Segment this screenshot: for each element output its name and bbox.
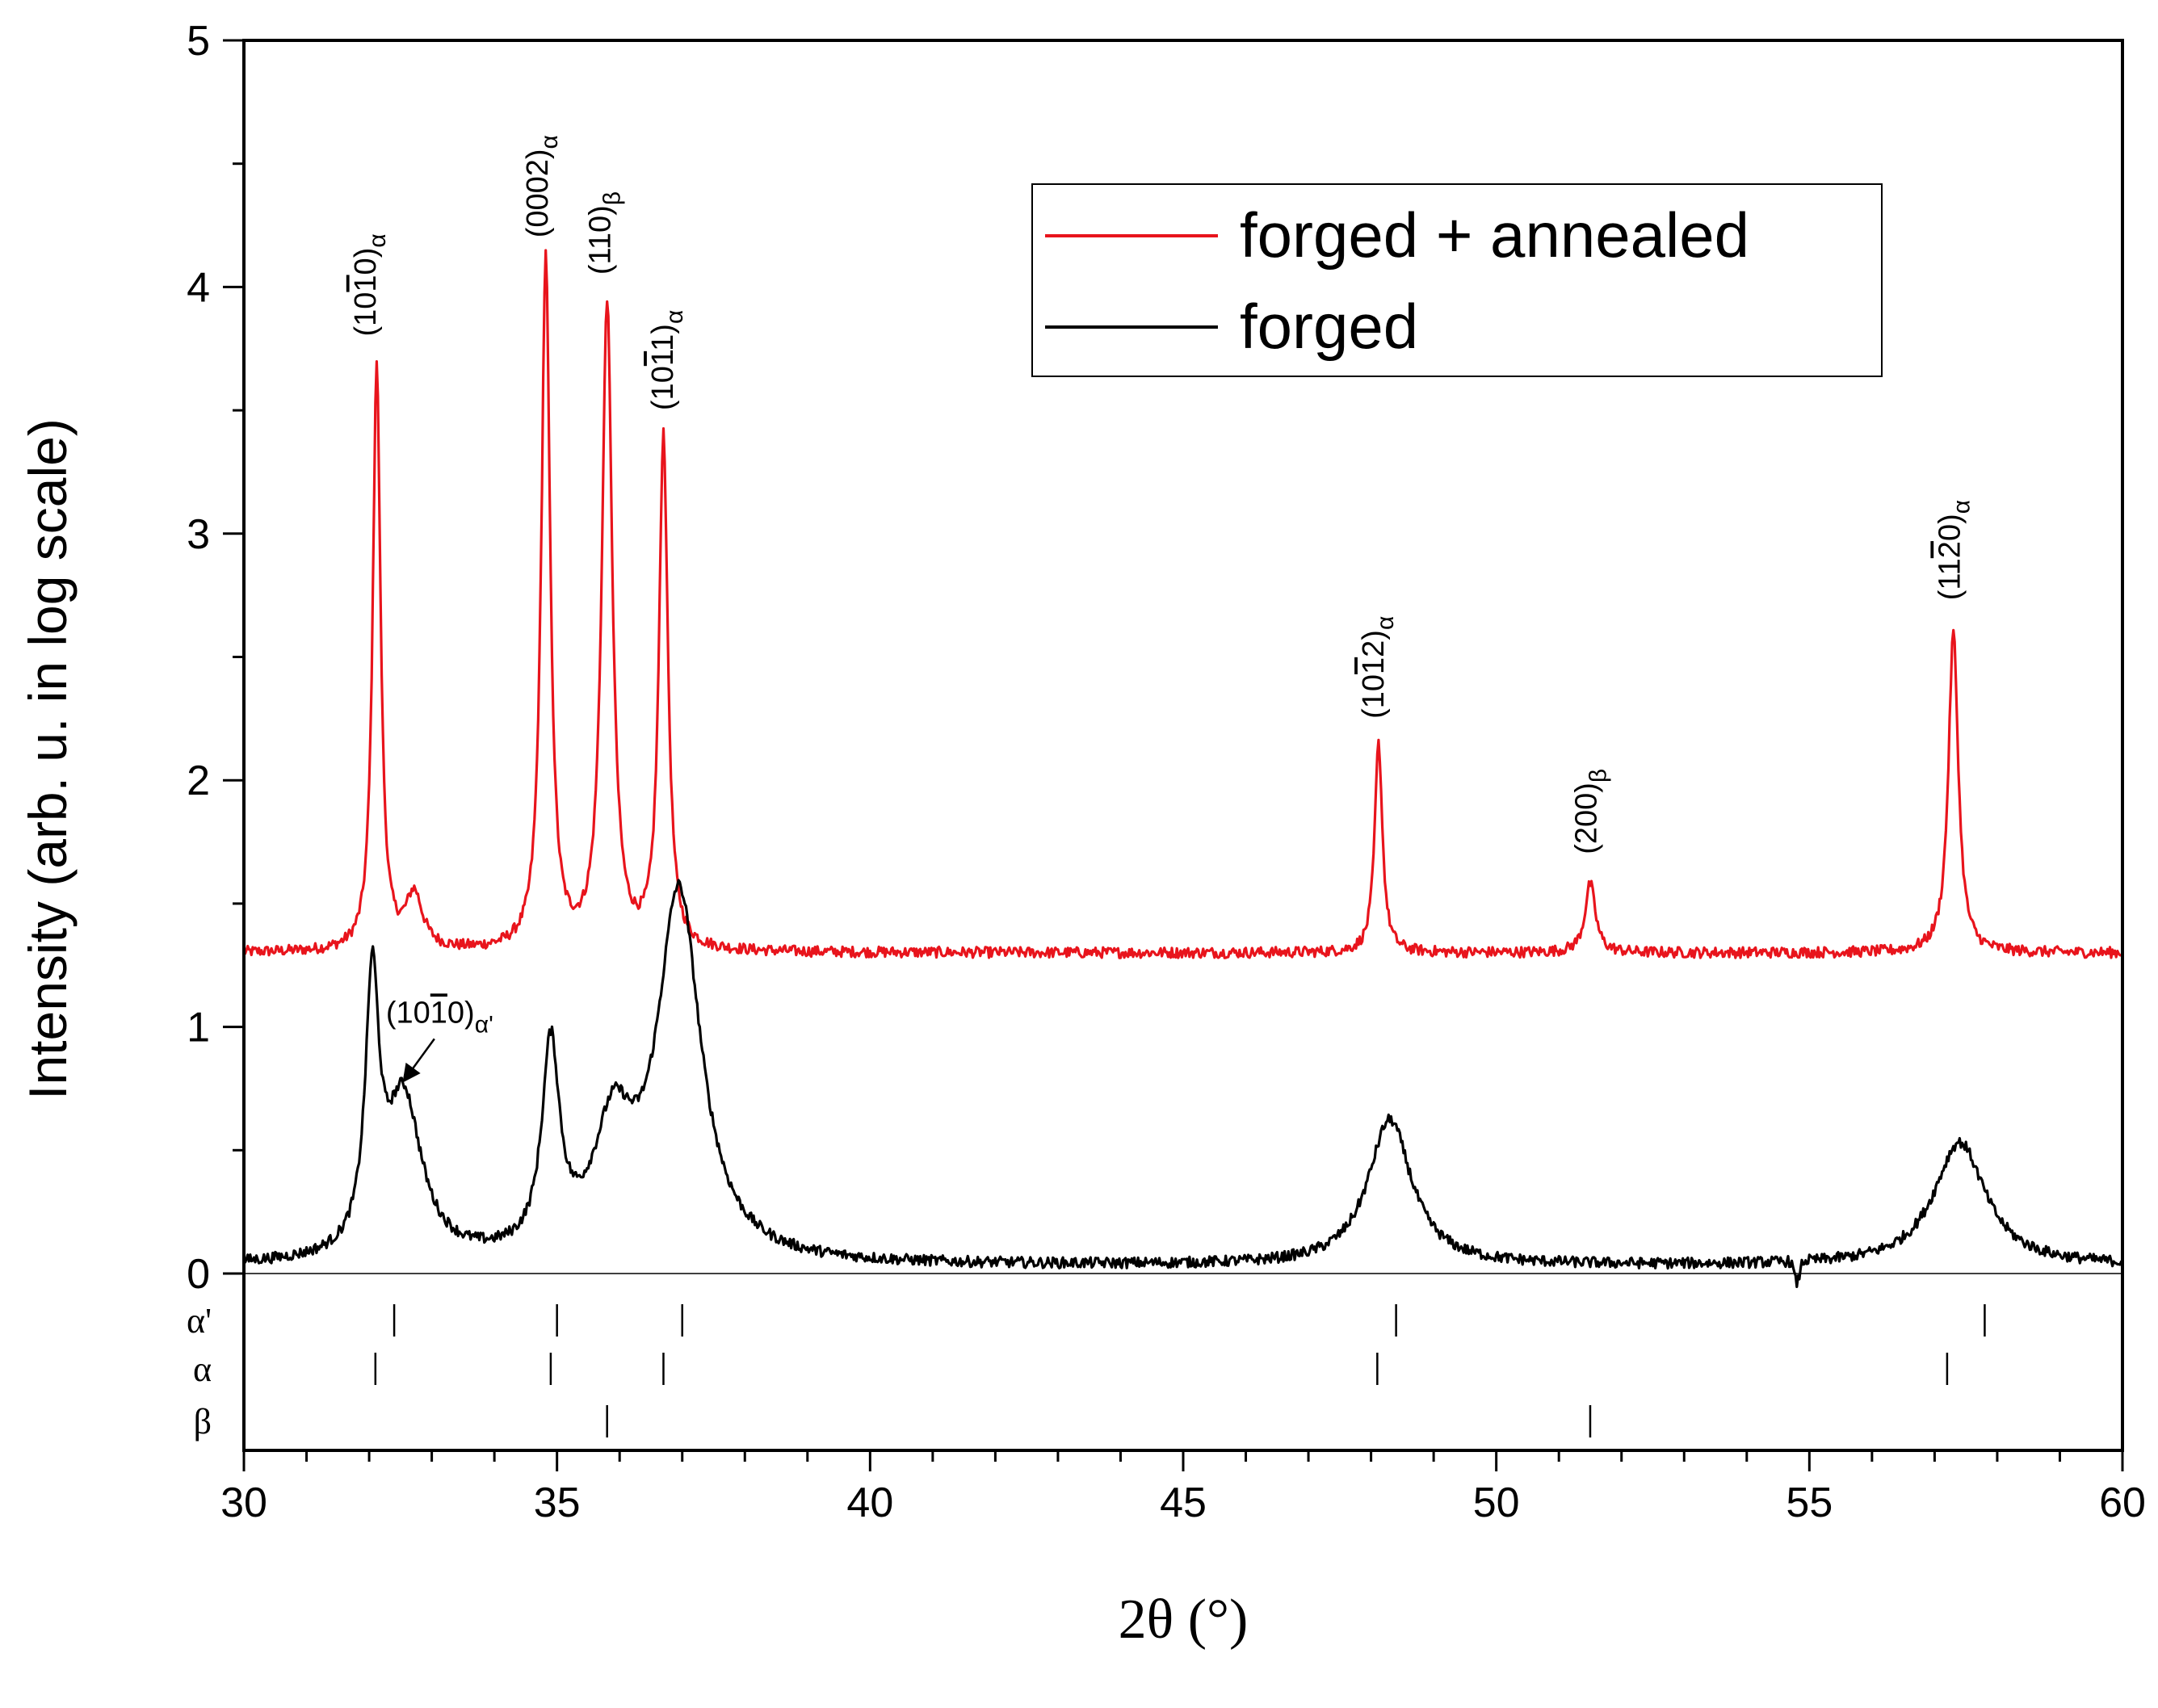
x-tick-label: 40 <box>846 1479 893 1526</box>
x-tick-label: 35 <box>534 1479 581 1526</box>
phase-label: α <box>193 1349 212 1389</box>
peak-label: (1010)α <box>349 233 391 336</box>
x-tick-label: 30 <box>220 1479 267 1526</box>
y-axis-label: Intensity (arb. u. in log scale) <box>18 418 78 1100</box>
peak-label: (1012)α <box>1357 616 1399 719</box>
legend: forged + annealed forged <box>1031 183 1883 377</box>
x-tick-label: 55 <box>1786 1479 1833 1526</box>
peak-labels: (1010)α (0002)α (110)β (1011)α (1012)α (200)β… <box>349 135 1975 854</box>
legend-label-annealed: forged + annealed <box>1240 199 1749 271</box>
peak-label: (1011)α <box>646 310 688 410</box>
legend-box <box>1031 183 1883 377</box>
annotation-label: (1010)α' <box>386 996 493 1038</box>
legend-label-forged: forged <box>1240 291 1418 362</box>
x-tick-label: 60 <box>2099 1479 2146 1526</box>
peak-label: (200)β <box>1570 769 1612 854</box>
traces <box>242 249 2124 1289</box>
peak-label: (0002)α <box>521 135 563 237</box>
y-tick-label: 2 <box>187 757 210 804</box>
x-axis: 30 35 40 45 50 55 60 <box>220 1450 2146 1526</box>
annotation-arrow <box>402 1038 435 1083</box>
x-axis-label: 2θ (°) <box>1119 1588 1249 1651</box>
phase-label: β <box>194 1402 212 1442</box>
y-tick-label: 5 <box>187 18 210 65</box>
peak-label: (1120)α <box>1933 500 1975 600</box>
y-tick-label: 1 <box>187 1005 210 1051</box>
x-tick-label: 50 <box>1473 1479 1520 1526</box>
x-tick-label: 45 <box>1160 1479 1207 1526</box>
phase-label: α' <box>187 1301 212 1341</box>
series-line-forged-annealed <box>242 249 2123 959</box>
y-tick-label: 4 <box>187 264 210 311</box>
alpha-prime-annotation: (1010)α' <box>386 996 493 1083</box>
peak-label: (110)β <box>584 191 626 275</box>
y-tick-label: 3 <box>187 511 210 558</box>
y-axis: 0 1 2 3 4 5 <box>187 18 244 1298</box>
phase-marker-region: α' αβ <box>187 1301 1986 1442</box>
y-tick-label: 0 <box>187 1251 210 1298</box>
series-line-forged <box>242 879 2124 1289</box>
